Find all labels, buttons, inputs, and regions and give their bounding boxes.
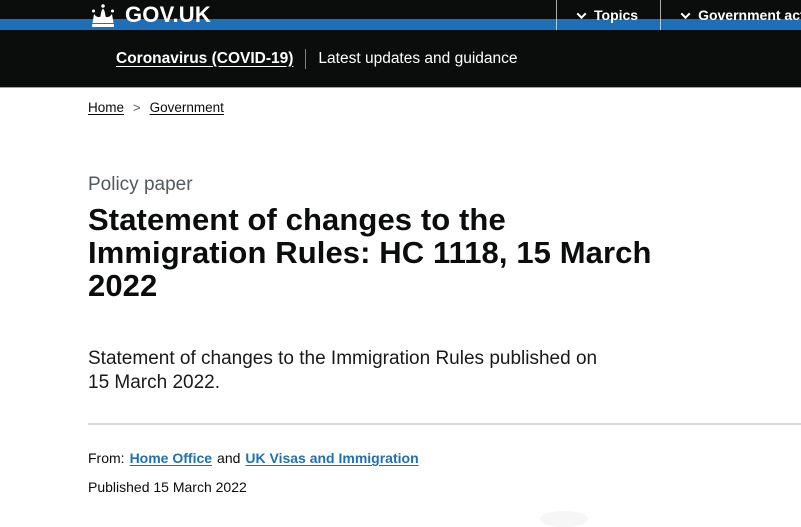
nav-item-government-activity[interactable]: Government activity [660,0,801,30]
page-title: Statement of changes to the Immigration … [88,203,801,302]
lead-line: Statement of changes to the Immigration … [88,348,598,369]
nav-item-topics[interactable]: Topics [556,0,660,30]
page-title-line: 2022 [88,268,158,303]
page-title-line: Statement of changes to the [88,202,506,237]
metadata-from: From: Home Office and UK Visas and Immig… [88,450,801,467]
lead-paragraph: Statement of changes to the Immigration … [88,347,801,395]
nav-item-label: Topics [594,7,639,23]
covid-banner-text: Latest updates and guidance [318,49,518,67]
lead-line: 15 March 2022. [88,372,221,393]
govuk-logo[interactable]: GOV.UK [88,0,211,30]
covid-banner: Coronavirus (COVID-19) Latest updates an… [0,30,801,88]
page-title-line: Immigration Rules: HC 1118, 15 March [88,235,652,270]
header-nav: Topics Government activity [556,0,801,30]
vertical-divider [305,48,307,69]
from-link-home-office[interactable]: Home Office [129,450,213,466]
covid-banner-link[interactable]: Coronavirus (COVID-19) [116,49,294,67]
breadcrumb: Home > Government [88,88,801,115]
chevron-down-icon [576,8,587,19]
govuk-logo-text: GOV.UK [125,2,211,27]
breadcrumb-link-government[interactable]: Government [149,100,224,115]
partially-visible-element [540,511,588,527]
published-date: Published 15 March 2022 [88,479,247,495]
breadcrumb-separator: > [133,100,141,115]
page-caption: Policy paper [88,174,193,195]
from-link-uk-visas[interactable]: UK Visas and Immigration [245,450,419,466]
site-header: GOV.UK Topics Government activity [0,0,801,30]
nav-item-label: Government activity [698,7,801,23]
crown-icon [92,3,114,27]
section-divider [88,423,801,425]
from-conjunction: and [217,450,241,466]
breadcrumb-link-home[interactable]: Home [88,100,125,115]
main-content: Home > Government Policy paper Statement… [0,88,801,496]
chevron-down-icon [680,8,691,19]
from-label: From: [88,450,125,466]
